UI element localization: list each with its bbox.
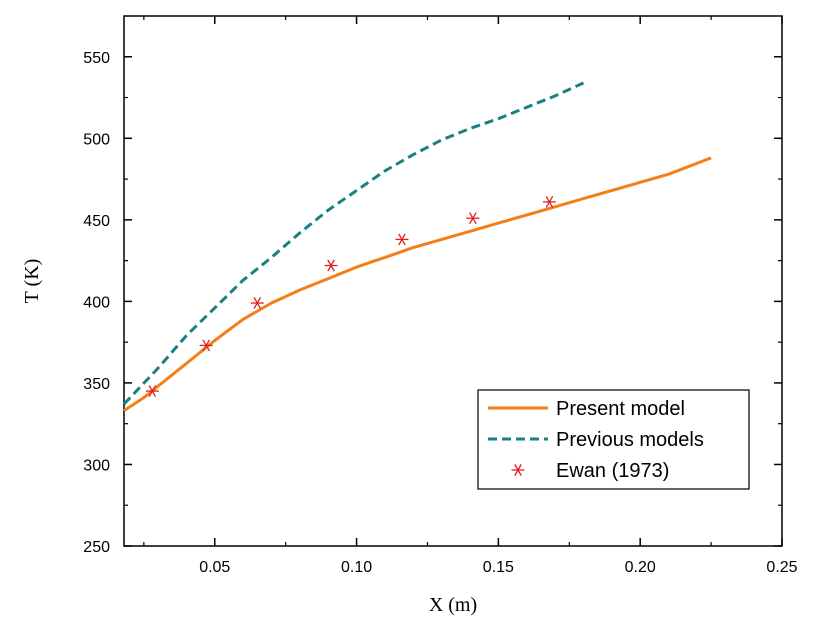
x-tick-label: 0.05 bbox=[199, 559, 230, 576]
previous-models-line bbox=[122, 81, 585, 406]
ewan-data-point bbox=[466, 212, 480, 225]
legend-label-previous-models: Previous models bbox=[556, 429, 704, 451]
x-axis-title: X (m) bbox=[429, 594, 477, 616]
x-tick-label: 0.20 bbox=[625, 559, 656, 576]
x-tick-label: 0.10 bbox=[341, 559, 372, 576]
legend-label-present-model: Present model bbox=[556, 398, 685, 420]
legend-swatch-ewan bbox=[511, 464, 525, 476]
y-tick-label: 400 bbox=[83, 294, 110, 311]
present-model-line bbox=[123, 156, 712, 412]
ewan-data-point bbox=[324, 259, 338, 272]
y-tick-label: 350 bbox=[83, 376, 110, 393]
y-tick-label: 250 bbox=[83, 539, 110, 556]
y-axis-ticks: 250 300 350 400 450 500 550 bbox=[83, 50, 782, 556]
ewan-data-point bbox=[542, 195, 556, 208]
ewan-data-point bbox=[145, 385, 159, 398]
plot-frame bbox=[123, 15, 783, 547]
ewan-data-point bbox=[199, 339, 213, 352]
ewan-data-point bbox=[395, 233, 409, 246]
y-axis-title: T (K) bbox=[21, 259, 43, 304]
legend-star-marker bbox=[511, 464, 525, 476]
x-tick-label: 0.25 bbox=[766, 559, 797, 576]
legend: Present model Previous models Ewan (1973… bbox=[477, 389, 750, 490]
y-tick-label: 450 bbox=[83, 213, 110, 230]
y-tick-label: 300 bbox=[83, 457, 110, 474]
marker-layer bbox=[145, 195, 556, 398]
y-tick-label: 550 bbox=[83, 50, 110, 67]
x-axis-ticks: 0.05 0.10 0.15 0.20 0.25 bbox=[143, 16, 798, 576]
series-layer bbox=[122, 81, 712, 412]
y-tick-label: 500 bbox=[83, 131, 110, 148]
ewan-data-point bbox=[250, 297, 264, 309]
legend-label-ewan: Ewan (1973) bbox=[556, 460, 669, 482]
x-tick-label: 0.15 bbox=[483, 559, 514, 576]
